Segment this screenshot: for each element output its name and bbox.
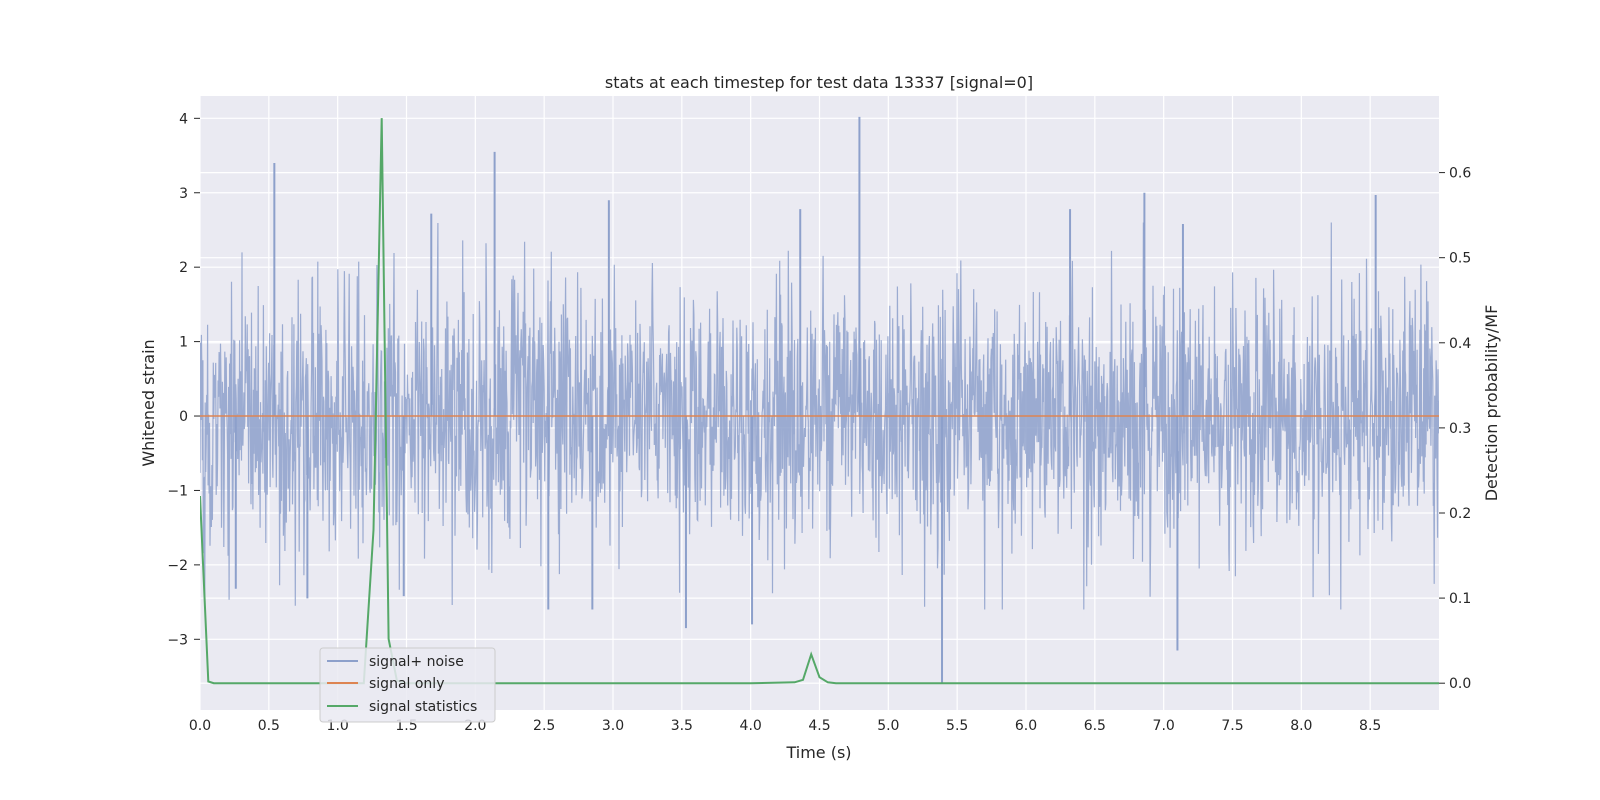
y-axis-ticks: −3 −2 −1 0 1 2 3 4 <box>167 111 200 648</box>
y-tick-label: −1 <box>167 483 188 499</box>
x-tick-label: 0.0 <box>189 718 211 734</box>
x-tick-label: 4.0 <box>740 718 762 734</box>
x-tick-label: 3.0 <box>602 718 624 734</box>
legend: signal+ noise signal only signal statist… <box>319 647 496 723</box>
x-tick-label: 6.0 <box>1015 718 1037 734</box>
y-tick-label: 1 <box>179 335 188 351</box>
y-tick-label: 0 <box>179 409 188 425</box>
y2-axis-label: Detection probability/MF <box>1482 305 1501 502</box>
legend-label-signal-noise: signal+ noise <box>369 654 464 670</box>
y-tick-label: 4 <box>179 111 188 127</box>
x-tick-label: 3.5 <box>671 718 693 734</box>
y2-tick-label: 0.4 <box>1449 336 1471 352</box>
y-tick-label: 3 <box>179 186 188 202</box>
x-tick-label: 2.5 <box>533 718 555 734</box>
y2-tick-label: 0.0 <box>1449 676 1471 692</box>
series-line-signal-noise <box>200 222 1439 610</box>
chart-title: stats at each timestep for test data 133… <box>605 73 1033 92</box>
noise-spikes <box>234 116 1377 684</box>
x-tick-label: 0.5 <box>258 718 280 734</box>
y2-tick-label: 0.6 <box>1449 166 1471 182</box>
x-tick-label: 5.5 <box>946 718 968 734</box>
x-tick-label: 7.0 <box>1153 718 1175 734</box>
y2-tick-label: 0.2 <box>1449 506 1471 522</box>
x-tick-label: 6.5 <box>1084 718 1106 734</box>
y-tick-label: 2 <box>179 260 188 276</box>
y-tick-label: −3 <box>167 632 188 648</box>
x-axis-ticks: 0.0 0.5 1.0 1.5 2.0 2.5 3.0 3.5 4.0 4.5 5.0 5.5 6.0 6… <box>189 718 1381 734</box>
legend-box <box>319 647 496 723</box>
x-tick-label: 8.5 <box>1359 718 1381 734</box>
x-tick-label: 5.0 <box>877 718 899 734</box>
y2-tick-label: 0.3 <box>1449 421 1471 437</box>
y-tick-label: −2 <box>167 558 188 574</box>
x-axis-label: Time (s) <box>785 743 851 762</box>
legend-label-signal-only: signal only <box>369 676 444 692</box>
y2-tick-label: 0.5 <box>1449 251 1471 267</box>
legend-label-signal-statistics: signal statistics <box>369 699 477 715</box>
x-tick-label: 7.5 <box>1221 718 1243 734</box>
y-axis-label: Whitened strain <box>139 339 158 466</box>
x-tick-label: 4.5 <box>808 718 830 734</box>
y2-tick-label: 0.1 <box>1449 591 1471 607</box>
y2-axis-ticks: 0.0 0.1 0.2 0.3 0.4 0.5 0.6 <box>1439 166 1471 692</box>
x-tick-label: 8.0 <box>1290 718 1312 734</box>
